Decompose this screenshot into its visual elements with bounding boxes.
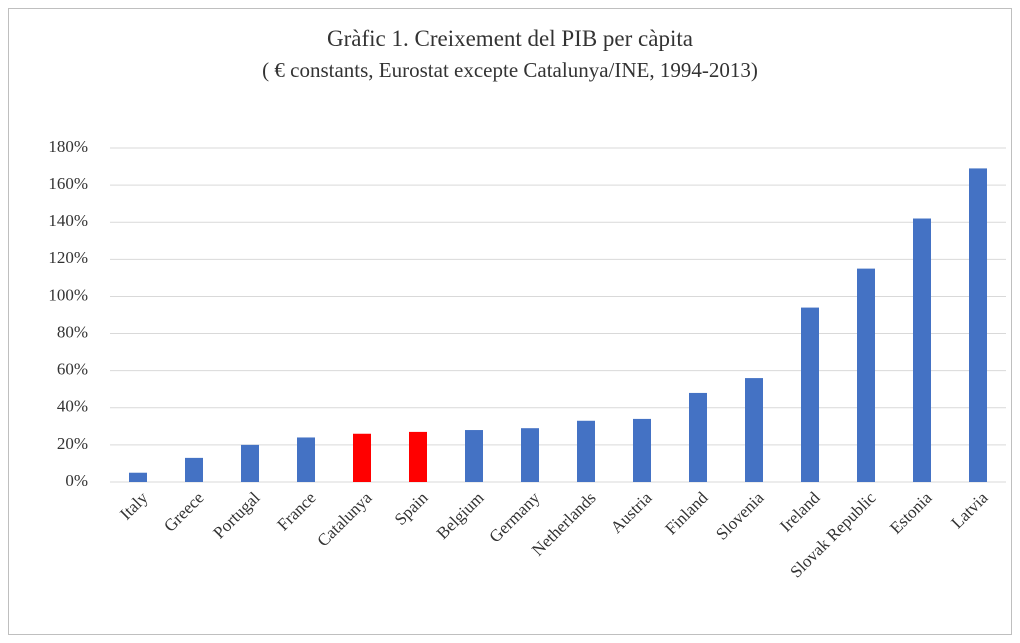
chart-border	[8, 8, 1012, 635]
bar	[409, 431, 427, 482]
bar	[241, 444, 259, 482]
bar	[633, 418, 651, 482]
bar	[521, 428, 539, 482]
y-tick-label: 140%	[48, 211, 88, 230]
chart-subtitle: ( € constants, Eurostat excepte Cataluny…	[262, 58, 758, 82]
bar	[689, 392, 707, 482]
y-tick-label: 40%	[57, 397, 88, 416]
bar	[465, 430, 483, 482]
y-tick-label: 100%	[48, 285, 88, 304]
y-tick-label: 120%	[48, 248, 88, 267]
y-tick-label: 60%	[57, 360, 88, 379]
chart-title: Gràfic 1. Creixement del PIB per càpita	[327, 26, 693, 51]
bar	[745, 378, 763, 482]
y-tick-label: 20%	[57, 434, 88, 453]
bar	[801, 307, 819, 482]
bar	[913, 218, 931, 482]
y-tick-label: 80%	[57, 322, 88, 341]
y-tick-label: 180%	[48, 137, 88, 156]
bar	[297, 437, 315, 482]
bar	[185, 457, 203, 482]
y-tick-label: 0%	[65, 471, 88, 490]
bar	[969, 168, 987, 482]
bar	[353, 433, 371, 482]
y-tick-label: 160%	[48, 174, 88, 193]
bar	[129, 472, 147, 482]
bar	[577, 420, 595, 482]
bar	[857, 268, 875, 482]
